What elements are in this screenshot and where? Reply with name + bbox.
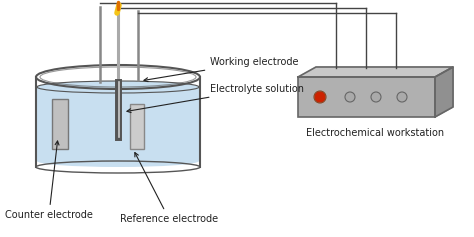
- Text: Electrolyte solution: Electrolyte solution: [127, 84, 304, 113]
- Ellipse shape: [37, 155, 199, 167]
- Ellipse shape: [37, 81, 199, 93]
- Circle shape: [371, 92, 381, 102]
- Bar: [37, 87, 199, 161]
- Circle shape: [315, 92, 325, 102]
- Bar: [52, 99, 68, 149]
- Circle shape: [345, 92, 355, 102]
- Polygon shape: [298, 67, 453, 77]
- Circle shape: [397, 92, 407, 102]
- Polygon shape: [435, 67, 453, 117]
- Text: Counter electrode: Counter electrode: [5, 141, 93, 220]
- Text: Working electrode: Working electrode: [144, 57, 299, 82]
- Text: Reference electrode: Reference electrode: [120, 153, 218, 224]
- Bar: [298, 77, 435, 117]
- Text: Electrochemical workstation: Electrochemical workstation: [306, 128, 445, 138]
- Bar: [130, 104, 144, 149]
